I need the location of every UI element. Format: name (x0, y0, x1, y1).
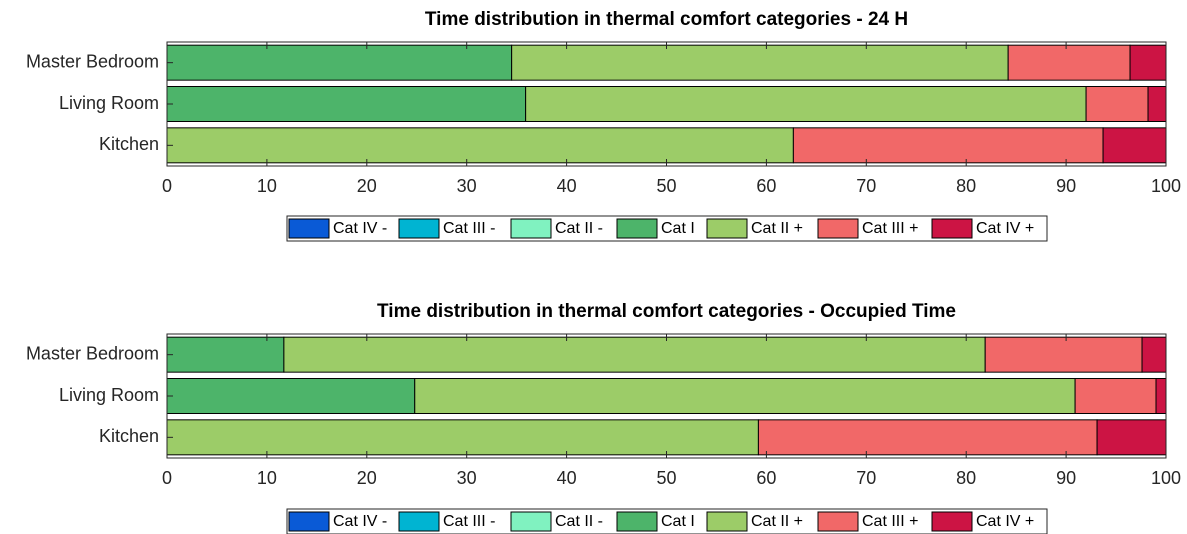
bar-segment (984, 336, 1143, 373)
legend-label: Cat IV - (333, 513, 387, 530)
bar-segment (166, 127, 794, 164)
bar-segment (1074, 378, 1157, 414)
y-tick-label: Master Bedroom (26, 343, 159, 363)
legend-swatch (706, 511, 748, 532)
bar-segment (1155, 378, 1167, 414)
legend-label: Cat III - (443, 513, 495, 530)
chart-title: Time distribution in thermal comfort cat… (377, 301, 956, 322)
bar-segment (757, 419, 1098, 456)
bar-segment (166, 86, 527, 122)
legend-label: Cat I (661, 220, 695, 237)
legend-label: Cat II + (751, 513, 803, 530)
bar-segment (166, 419, 759, 456)
x-tick-label: 60 (756, 176, 776, 196)
x-tick-label: 10 (257, 176, 277, 196)
legend-swatch (706, 218, 748, 239)
x-tick-label: 50 (656, 176, 676, 196)
y-tick-label: Kitchen (99, 426, 159, 446)
y-tick-label: Master Bedroom (26, 51, 159, 71)
legend-swatch (616, 218, 658, 239)
x-tick-label: 60 (756, 468, 776, 488)
legend-swatch (616, 511, 658, 532)
x-tick-label: 90 (1056, 468, 1076, 488)
bar-segment (166, 378, 416, 414)
x-tick-label: 20 (357, 468, 377, 488)
legend-label: Cat II + (751, 220, 803, 237)
legend-swatch (398, 218, 440, 239)
bar-segment (1085, 86, 1149, 122)
bar-segment (1147, 86, 1167, 122)
legend-label: Cat I (661, 513, 695, 530)
x-tick-label: 30 (457, 468, 477, 488)
bar-segment (1007, 44, 1131, 81)
bar-segment (511, 44, 1009, 81)
bar-segment (1141, 336, 1167, 373)
y-tick-label: Living Room (59, 93, 159, 113)
legend-swatch (288, 218, 330, 239)
x-tick-label: 100 (1151, 176, 1181, 196)
bar-segment (792, 127, 1104, 164)
x-tick-label: 0 (162, 468, 172, 488)
legend-label: Cat III - (443, 220, 495, 237)
x-tick-label: 90 (1056, 176, 1076, 196)
y-tick-label: Living Room (59, 385, 159, 405)
legend-swatch (398, 511, 440, 532)
legend-swatch (931, 218, 973, 239)
bar-segment (525, 86, 1087, 122)
y-tick-label: Kitchen (99, 134, 159, 154)
x-tick-label: 30 (457, 176, 477, 196)
legend-swatch (510, 511, 552, 532)
x-tick-label: 70 (856, 468, 876, 488)
x-tick-label: 40 (557, 176, 577, 196)
x-tick-label: 20 (357, 176, 377, 196)
bar-segment (283, 336, 986, 373)
bar-segment (414, 378, 1076, 414)
legend-label: Cat II - (555, 220, 603, 237)
x-tick-label: 50 (656, 468, 676, 488)
x-tick-label: 80 (956, 176, 976, 196)
legend-label: Cat III + (862, 513, 918, 530)
legend-swatch (931, 511, 973, 532)
legend-swatch (817, 218, 859, 239)
bar-segment (1096, 419, 1167, 456)
bar-segment (1102, 127, 1167, 164)
legend-label: Cat IV + (976, 513, 1034, 530)
plot-frame (166, 333, 1167, 459)
legend-label: Cat III + (862, 220, 918, 237)
bar-segment (166, 336, 285, 373)
legend-label: Cat IV - (333, 220, 387, 237)
bar-segment (1129, 44, 1167, 81)
legend-label: Cat II - (555, 513, 603, 530)
x-tick-label: 10 (257, 468, 277, 488)
plot-frame (166, 41, 1167, 167)
legend-swatch (288, 511, 330, 532)
bar-segment (166, 44, 513, 81)
x-tick-label: 100 (1151, 468, 1181, 488)
x-tick-label: 70 (856, 176, 876, 196)
x-tick-label: 80 (956, 468, 976, 488)
chart-title: Time distribution in thermal comfort cat… (425, 9, 908, 30)
legend-swatch (510, 218, 552, 239)
legend-label: Cat IV + (976, 220, 1034, 237)
legend-swatch (817, 511, 859, 532)
x-tick-label: 0 (162, 176, 172, 196)
x-tick-label: 40 (557, 468, 577, 488)
